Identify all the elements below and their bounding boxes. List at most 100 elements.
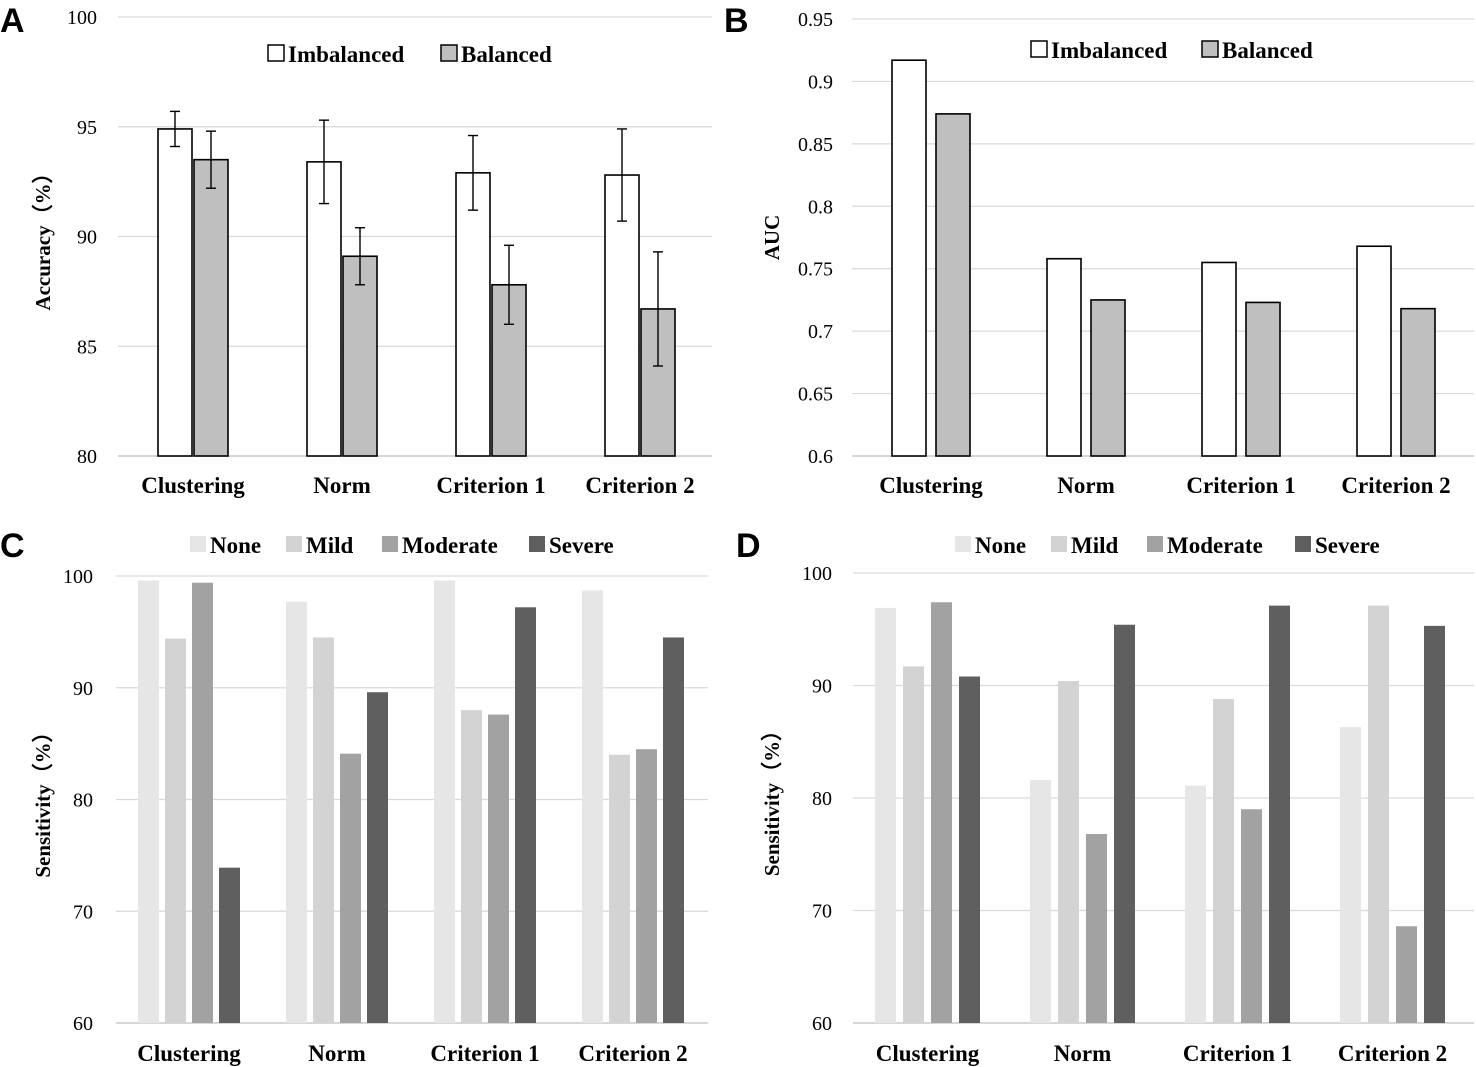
bar-balanced-3 xyxy=(1245,301,1281,457)
legend-swatch-mild xyxy=(286,536,302,552)
y-tick-label: 0.6 xyxy=(808,446,833,468)
y-tick-label: 80 xyxy=(77,446,97,468)
panel-b: B 0.6 0.65 0.7 0.75 0.8 0.85 0.9 0.95 AUC Clusteri… xyxy=(724,2,1474,498)
bar-balanced-1 xyxy=(193,158,229,457)
x-category-label: Clustering xyxy=(876,1041,980,1066)
bar-balanced-2 xyxy=(1090,299,1126,457)
legend-swatch-balanced xyxy=(440,44,458,62)
x-category-label: Criterion 1 xyxy=(1183,1041,1292,1066)
legend-swatch-moderate xyxy=(1147,536,1163,552)
panel-letter: D xyxy=(736,527,761,565)
bar-moderate-3 xyxy=(1241,809,1262,1023)
y-tick-label: 0.7 xyxy=(808,321,833,343)
x-category-label: Norm xyxy=(308,1041,365,1066)
bar-severe-1 xyxy=(959,676,980,1023)
legend-label-balanced: Balanced xyxy=(461,42,552,67)
legend-swatch-imbalanced xyxy=(267,44,285,62)
bar-imbalanced-4 xyxy=(1356,245,1392,457)
legend-swatch-none xyxy=(190,536,206,552)
y-tick-label: 0.75 xyxy=(798,259,833,281)
x-category-label: Clustering xyxy=(137,1041,241,1066)
legend-label-severe: Severe xyxy=(1315,533,1380,558)
y-tick-label: 90 xyxy=(812,676,832,698)
y-tick-label: 60 xyxy=(73,1013,93,1035)
bar-mild-1 xyxy=(165,638,186,1023)
bar-imbalanced-1 xyxy=(157,128,193,457)
bar-none-1 xyxy=(138,580,159,1023)
bar-mild-4 xyxy=(1368,605,1389,1023)
bar-none-4 xyxy=(582,590,603,1023)
x-category-label: Criterion 2 xyxy=(578,1041,687,1066)
y-tick-label: 0.65 xyxy=(798,384,833,406)
panel-letter: B xyxy=(724,2,749,40)
panel-letter: A xyxy=(0,2,25,40)
bar-none-3 xyxy=(1185,785,1206,1023)
bar-none-4 xyxy=(1340,727,1361,1023)
y-tick-label: 100 xyxy=(802,563,832,585)
legend-label-mild: Mild xyxy=(306,533,353,558)
bar-balanced-1 xyxy=(935,113,971,457)
x-category-label: Criterion 1 xyxy=(436,473,545,498)
y-tick-label: 100 xyxy=(63,566,93,588)
legend-label-none: None xyxy=(210,533,261,558)
y-tick-label: 80 xyxy=(73,790,93,812)
bar-moderate-1 xyxy=(931,602,952,1023)
y-axis-label: AUC xyxy=(760,215,784,261)
y-axis-label: Accuracy（%） xyxy=(31,162,55,310)
bar-severe-4 xyxy=(663,637,684,1023)
x-category-label: Norm xyxy=(1054,1041,1111,1066)
bar-imbalanced-3 xyxy=(455,172,491,457)
x-category-label: Clustering xyxy=(879,473,983,498)
panel-d: D 60 70 80 90 100 Sensitivity（%） Clustering Norm… xyxy=(736,527,1474,1066)
bar-mild-4 xyxy=(609,754,630,1023)
bar-none-2 xyxy=(286,601,307,1023)
bar-severe-2 xyxy=(1114,624,1135,1023)
bar-imbalanced-4 xyxy=(604,174,640,457)
bar-mild-3 xyxy=(461,710,482,1023)
legend-label-balanced: Balanced xyxy=(1222,38,1313,63)
bar-moderate-2 xyxy=(1086,834,1107,1023)
legend-swatch-severe xyxy=(1295,536,1311,552)
bar-mild-3 xyxy=(1213,699,1234,1023)
y-tick-label: 0.9 xyxy=(808,71,833,93)
legend-swatch-mild xyxy=(1051,536,1067,552)
x-category-label: Criterion 2 xyxy=(1341,473,1450,498)
bar-moderate-1 xyxy=(192,582,213,1023)
legend-swatch-none xyxy=(955,536,971,552)
bar-severe-2 xyxy=(367,692,388,1023)
bar-moderate-2 xyxy=(340,753,361,1023)
x-category-label: Norm xyxy=(1057,473,1114,498)
legend-label-none: None xyxy=(975,533,1026,558)
panel-a: A 80 85 90 95 100 Accuracy（%） Clustering Norm Cri… xyxy=(0,2,712,498)
legend-swatch-moderate xyxy=(382,536,398,552)
x-category-label: Criterion 2 xyxy=(585,473,694,498)
bar-severe-3 xyxy=(1269,605,1290,1023)
bar-balanced-4 xyxy=(1400,307,1436,457)
legend-label-imbalanced: Imbalanced xyxy=(1051,38,1168,63)
x-category-label: Criterion 1 xyxy=(1186,473,1295,498)
bar-balanced-4 xyxy=(640,308,676,457)
bar-moderate-3 xyxy=(488,714,509,1023)
y-tick-label: 0.85 xyxy=(798,134,833,156)
bar-imbalanced-2 xyxy=(1046,257,1082,457)
y-tick-label: 100 xyxy=(67,7,97,29)
y-tick-label: 90 xyxy=(73,678,93,700)
bar-imbalanced-2 xyxy=(306,161,342,457)
y-axis-label: Sensitivity（%） xyxy=(31,721,55,877)
legend-label-moderate: Moderate xyxy=(1167,533,1263,558)
y-tick-label: 70 xyxy=(73,901,93,923)
legend-swatch-balanced xyxy=(1201,40,1219,58)
legend-swatch-severe xyxy=(529,536,545,552)
y-tick-label: 85 xyxy=(77,336,97,358)
legend-label-severe: Severe xyxy=(549,533,614,558)
x-category-label: Criterion 1 xyxy=(430,1041,539,1066)
y-tick-label: 95 xyxy=(77,117,97,139)
legend-label-imbalanced: Imbalanced xyxy=(288,42,405,67)
bar-imbalanced-1 xyxy=(891,59,927,457)
panel-c: C 60 70 80 90 100 Sensitivity（%） Clustering Norm… xyxy=(0,527,708,1066)
y-tick-label: 90 xyxy=(77,227,97,249)
y-tick-label: 70 xyxy=(812,901,832,923)
y-tick-label: 80 xyxy=(812,788,832,810)
y-tick-label: 0.8 xyxy=(808,196,833,218)
